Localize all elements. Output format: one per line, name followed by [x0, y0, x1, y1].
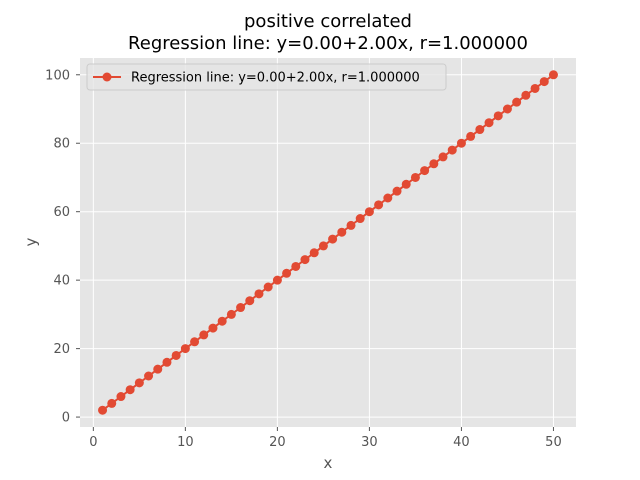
- data-point: [475, 125, 485, 135]
- data-point: [383, 193, 393, 203]
- data-point: [272, 275, 282, 285]
- data-point: [282, 268, 292, 278]
- data-point: [512, 97, 522, 107]
- data-point: [134, 378, 144, 388]
- y-tick-label: 0: [62, 411, 70, 426]
- data-point: [107, 398, 117, 408]
- legend-marker: [102, 72, 112, 82]
- data-point: [300, 255, 310, 265]
- data-point: [309, 248, 319, 258]
- data-point: [438, 152, 448, 162]
- chart-title-line-2: Regression line: y=0.00+2.00x, r=1.00000…: [128, 33, 528, 54]
- data-point: [539, 77, 549, 87]
- data-point: [337, 227, 347, 237]
- x-tick-label: 10: [177, 435, 194, 450]
- data-point: [116, 392, 126, 402]
- data-point: [548, 70, 558, 80]
- data-point: [245, 296, 255, 306]
- data-point: [144, 371, 154, 381]
- y-tick-label: 60: [53, 205, 70, 220]
- data-point: [217, 316, 227, 326]
- data-point: [346, 220, 356, 230]
- data-point: [530, 83, 540, 93]
- data-point: [263, 282, 273, 292]
- data-point: [429, 159, 439, 169]
- data-point: [447, 145, 457, 155]
- data-point: [199, 330, 209, 340]
- data-point: [410, 172, 420, 182]
- grid-lines: [80, 58, 576, 427]
- x-tick-label: 0: [89, 435, 97, 450]
- data-point: [208, 323, 218, 333]
- y-tick-label: 80: [53, 137, 70, 152]
- data-point: [254, 289, 264, 299]
- data-point: [153, 364, 163, 374]
- data-point: [125, 385, 135, 395]
- data-point: [190, 337, 200, 347]
- data-point: [484, 118, 494, 128]
- data-point: [401, 179, 411, 189]
- data-point: [291, 261, 301, 271]
- x-axis-ticks: 0 10 20 30 40 50: [89, 427, 562, 450]
- data-point: [355, 214, 365, 224]
- data-point: [162, 357, 172, 367]
- y-axis-label: y: [22, 237, 40, 246]
- y-tick-label: 100: [45, 68, 70, 83]
- chart-title-line-1: positive correlated: [244, 11, 412, 32]
- y-axis-ticks: 0 20 40 60 80 100: [45, 68, 80, 426]
- data-point: [98, 405, 108, 415]
- data-point: [171, 350, 181, 360]
- x-tick-label: 50: [545, 435, 562, 450]
- data-point: [180, 344, 190, 354]
- data-point: [318, 241, 328, 251]
- x-tick-label: 30: [361, 435, 378, 450]
- data-point: [328, 234, 338, 244]
- data-point: [374, 200, 384, 210]
- data-point: [456, 138, 466, 148]
- data-point: [392, 186, 402, 196]
- data-point: [466, 131, 476, 141]
- x-axis-label: x: [324, 454, 333, 472]
- y-tick-label: 20: [53, 342, 70, 357]
- legend-box: [86, 63, 447, 91]
- y-tick-label: 40: [53, 274, 70, 289]
- data-point: [420, 166, 430, 176]
- data-point: [226, 309, 236, 319]
- data-point: [493, 111, 503, 121]
- series-group: [98, 70, 558, 415]
- data-point: [502, 104, 512, 114]
- x-tick-label: 20: [269, 435, 286, 450]
- data-point: [236, 303, 246, 313]
- legend-label: Regression line: y=0.00+2.00x, r=1.00000…: [131, 71, 420, 86]
- data-point: [364, 207, 374, 217]
- legend: Regression line: y=0.00+2.00x, r=1.00000…: [86, 63, 447, 91]
- x-tick-label: 40: [453, 435, 470, 450]
- data-point: [521, 90, 531, 100]
